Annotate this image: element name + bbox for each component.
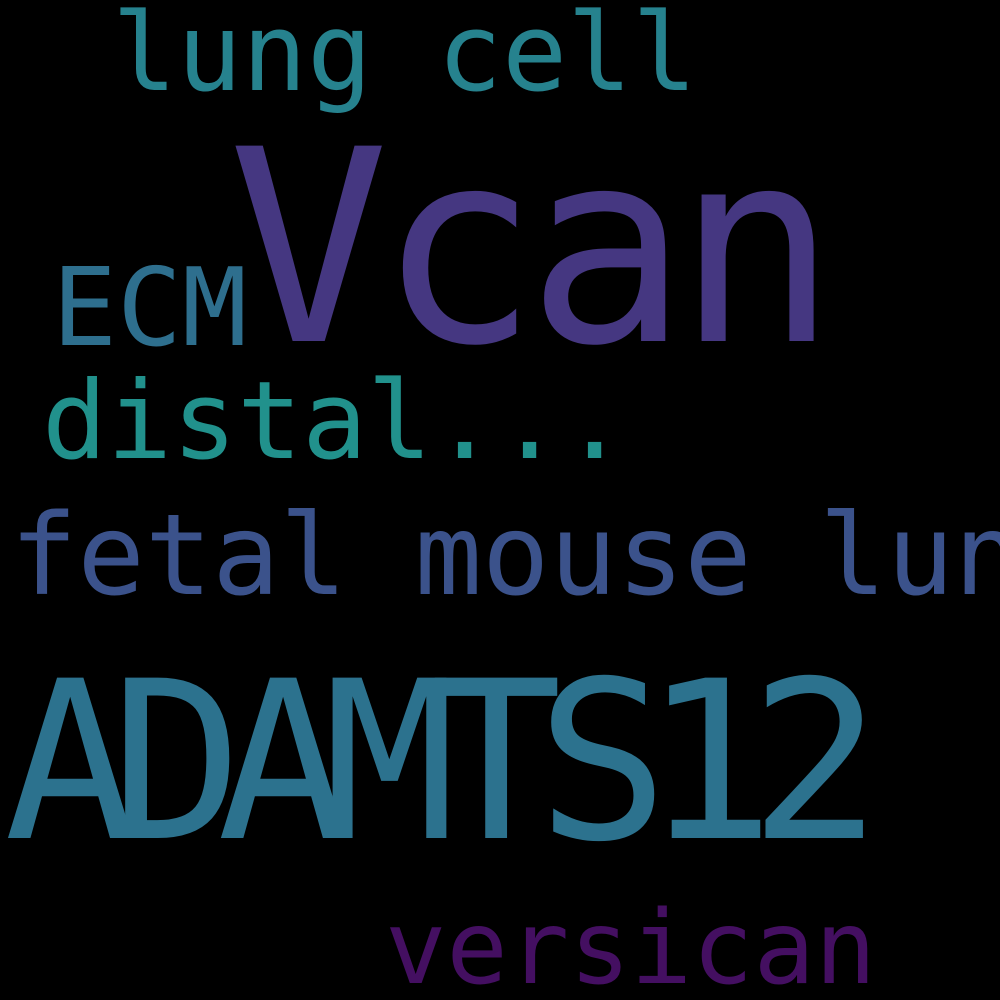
word-ecm: ECM [52,246,248,371]
word-adamts12: ADAMTS12 [4,634,882,890]
word-distal: distal... [42,359,628,484]
word-lung-cell: lung cell [112,0,698,116]
word-vcan: Vcan [228,93,837,405]
word-fetal-mouse-lung: fetal mouse lung [10,491,1000,621]
word-versican: versican [385,889,877,1000]
